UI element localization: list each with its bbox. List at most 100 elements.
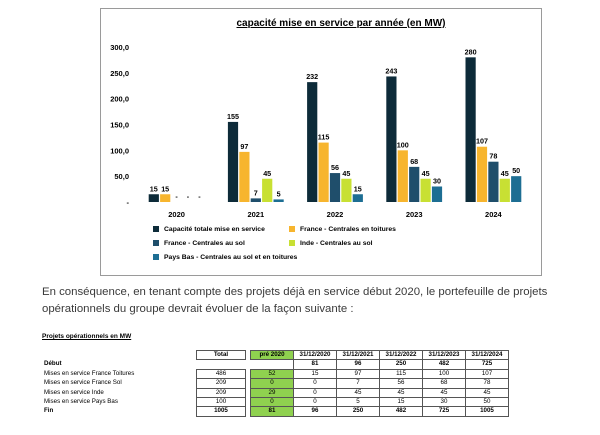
- data-label: 68: [410, 157, 418, 166]
- table-cell: 56: [379, 378, 423, 389]
- row-label: Fin: [44, 407, 54, 415]
- table-row-fin: Fin 1005 81 96 250 482 725 1005: [42, 406, 509, 417]
- table-cell: 486: [196, 368, 246, 380]
- table-cell: 30: [422, 397, 466, 408]
- table-cell: 1005: [465, 406, 509, 417]
- x-tick-label: 2023: [406, 210, 423, 219]
- bar: [397, 150, 408, 202]
- chart-container: capacité mise en service par année (en M…: [100, 8, 542, 276]
- bar: [318, 142, 329, 202]
- x-tick-label: 2021: [247, 210, 264, 219]
- table-header-row: Total pré 2020 31/12/2020 31/12/2021 31/…: [42, 349, 509, 361]
- data-label: 97: [240, 142, 248, 151]
- table-cell: 45: [465, 387, 509, 399]
- table-row: Mises en service France Toitures 486 52 …: [42, 368, 509, 380]
- x-tick-label: 2024: [485, 210, 503, 219]
- y-tick-label: 200,0: [110, 95, 129, 104]
- table-cell: 0: [293, 397, 337, 408]
- data-label: 232: [306, 72, 318, 81]
- x-tick-label: 2020: [168, 210, 185, 219]
- table-cell: 250: [379, 359, 423, 370]
- y-tick-label: 250,0: [110, 69, 129, 78]
- bar: [465, 57, 476, 203]
- legend-label: France - Centrales au sol: [164, 240, 245, 247]
- legend-swatch: [153, 226, 159, 232]
- legend-swatch: [153, 240, 159, 246]
- table-cell: 0: [293, 387, 337, 399]
- table-cell: 45: [379, 387, 423, 399]
- projects-table: Total pré 2020 31/12/2020 31/12/2021 31/…: [42, 349, 509, 417]
- row-label: Mises en service France Sol: [44, 379, 122, 387]
- data-label: 30: [433, 177, 441, 186]
- table-cell: 0: [293, 378, 337, 389]
- legend-label: Inde - Centrales au sol: [300, 240, 373, 247]
- table-cell: 15: [293, 368, 337, 380]
- table-cell: 52: [250, 368, 294, 380]
- bar: [227, 121, 239, 202]
- y-tick-label: 150,0: [110, 121, 129, 130]
- bar: [148, 194, 159, 202]
- table-cell: 482: [379, 406, 423, 417]
- legend-swatch: [153, 254, 159, 260]
- table-cell: 45: [336, 387, 380, 399]
- data-label: 45: [263, 169, 271, 178]
- y-tick-label: 100,0: [110, 146, 129, 155]
- bar: [511, 176, 522, 202]
- x-tick-label: 2022: [327, 210, 344, 219]
- data-label: -: [175, 192, 178, 201]
- data-label: 15: [354, 184, 362, 193]
- data-label: -: [187, 192, 190, 201]
- header-date-2024: 31/12/2024: [465, 349, 509, 361]
- bar: [476, 146, 488, 202]
- data-label: -: [198, 192, 201, 201]
- bar: [239, 151, 250, 202]
- legend-label: Pays Bas - Centrales au sol et en toitur…: [164, 254, 298, 261]
- bar: [499, 178, 510, 202]
- table-cell: 115: [379, 368, 423, 380]
- bar-chart: capacité mise en service par année (en M…: [110, 18, 522, 261]
- table-row: Mises en service Inde 209 29 0 45 45 45 …: [42, 387, 509, 399]
- data-label: 5: [277, 189, 281, 198]
- bar: [160, 194, 171, 202]
- body-paragraph: En conséquence, en tenant compte des pro…: [42, 286, 548, 315]
- table-cell: 0: [250, 397, 294, 408]
- table-cell: 250: [336, 406, 380, 417]
- table-row-debut: Début 81 96 250 482 725: [42, 359, 509, 370]
- legend-label: Capacité totale mise en service: [164, 226, 265, 233]
- data-label: 78: [489, 152, 497, 161]
- row-label: Mises en service Inde: [44, 388, 104, 396]
- data-label: 280: [465, 47, 477, 56]
- header-date-2021: 31/12/2021: [336, 349, 380, 361]
- table-cell: 1005: [196, 406, 246, 417]
- table-cell: 68: [422, 378, 466, 389]
- bar: [262, 178, 273, 202]
- bar: [352, 194, 363, 202]
- table-cell: 482: [422, 359, 466, 370]
- bar: [386, 76, 397, 202]
- bar: [409, 166, 420, 202]
- data-label: 15: [161, 184, 169, 193]
- data-label: 243: [385, 66, 397, 75]
- table-cell: 100: [196, 397, 246, 408]
- table-cell: 209: [196, 378, 246, 389]
- table-cell: 725: [465, 359, 509, 370]
- table-row: Mises en service France Sol 209 0 0 7 56…: [42, 378, 509, 389]
- y-tick-label: 300,0: [110, 43, 129, 52]
- table-cell: 96: [336, 359, 380, 370]
- table-cell: 0: [250, 378, 294, 389]
- data-label: 45: [501, 169, 509, 178]
- chart-title: capacité mise en service par année (en M…: [237, 18, 446, 29]
- table-row: Mises en service Pays Bas 100 0 0 5 15 3…: [42, 397, 509, 408]
- data-label: 56: [331, 163, 339, 172]
- table-cell: 81: [250, 406, 294, 417]
- table-cell: 7: [336, 378, 380, 389]
- legend-swatch: [289, 240, 295, 246]
- table-cell: 78: [465, 378, 509, 389]
- bar: [329, 173, 341, 202]
- row-label: Mises en service Pays Bas: [44, 398, 118, 406]
- table-title: Projets opérationnels en MW: [42, 333, 132, 340]
- legend-label: France - Centrales en toitures: [300, 226, 396, 233]
- bar: [341, 178, 352, 202]
- table-cell: 50: [465, 397, 509, 408]
- data-label: 15: [150, 184, 158, 193]
